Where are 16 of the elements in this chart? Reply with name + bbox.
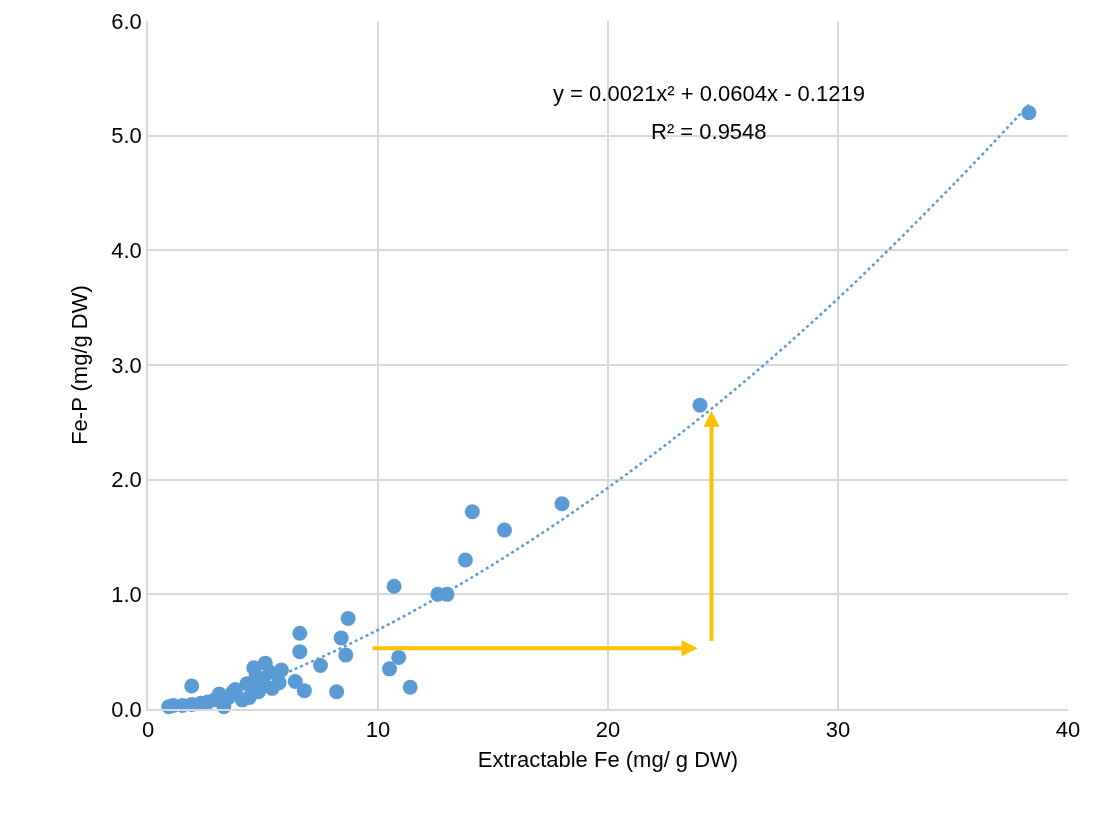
x-tick-label: 0 <box>141 717 155 743</box>
y-axis-title: Fe-P (mg/g DW) <box>66 285 92 445</box>
y-tick-label: 5.0 <box>111 123 142 149</box>
x-tick-label: 20 <box>595 717 621 743</box>
x-axis-title: Extractable Fe (mg/ g DW) <box>477 746 739 772</box>
y-tick-label: 1.0 <box>111 582 142 608</box>
x-tick-label: 10 <box>365 717 391 743</box>
x-tick-label: 30 <box>825 717 851 743</box>
y-tick-label: 2.0 <box>111 467 142 493</box>
x-tick-label: 40 <box>1055 717 1081 743</box>
y-tick-label: 4.0 <box>111 238 142 264</box>
annotation: R² = 0.9548 <box>651 119 767 144</box>
y-tick-label: 3.0 <box>111 352 142 378</box>
y-tick-label: 0.0 <box>111 696 142 722</box>
y-tick-label: 6.0 <box>111 8 142 34</box>
annotation: y = 0.0021x² + 0.0604x - 0.1219 <box>553 81 865 106</box>
